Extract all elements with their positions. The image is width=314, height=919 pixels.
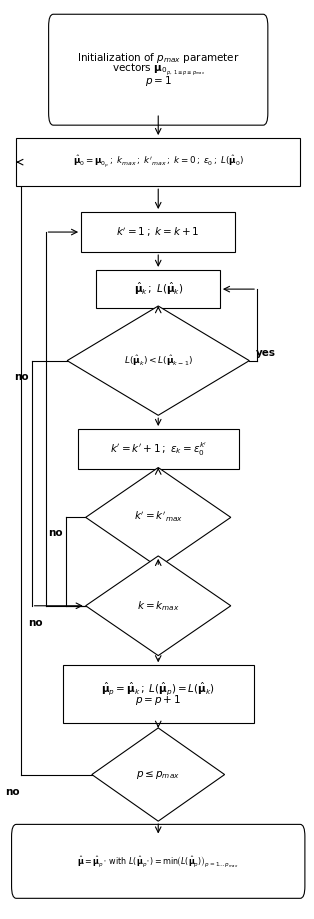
Text: $\hat{\mathbf{\mu}} = \hat{\mathbf{\mu}}_{p^*}$ with $L(\hat{\mathbf{\mu}}_{p^*}: $\hat{\mathbf{\mu}} = \hat{\mathbf{\mu}}… xyxy=(78,854,239,868)
Text: $k = k_{max}$: $k = k_{max}$ xyxy=(137,599,180,613)
Text: Initialization of $p_{max}$ parameter: Initialization of $p_{max}$ parameter xyxy=(77,51,240,65)
FancyBboxPatch shape xyxy=(16,138,300,187)
FancyBboxPatch shape xyxy=(49,15,268,125)
Text: vectors $\mathbf{\mu}_{0_{p,\;1\leq p\leq p_{max}}}$: vectors $\mathbf{\mu}_{0_{p,\;1\leq p\le… xyxy=(112,62,205,78)
Text: yes: yes xyxy=(256,347,275,357)
Text: $p=1$: $p=1$ xyxy=(145,74,172,88)
FancyBboxPatch shape xyxy=(62,665,254,723)
Text: $k'=1\,;\; k=k+1$: $k'=1\,;\; k=k+1$ xyxy=(116,225,200,239)
Text: $k' = k'_{max}$: $k' = k'_{max}$ xyxy=(134,510,183,525)
Text: $\hat{\mathbf{\mu}}_p = \hat{\mathbf{\mu}}_k\,;\; L(\hat{\mathbf{\mu}}_p) = L(\h: $\hat{\mathbf{\mu}}_p = \hat{\mathbf{\mu… xyxy=(101,680,215,697)
FancyBboxPatch shape xyxy=(96,270,220,309)
Text: no: no xyxy=(5,788,19,798)
Text: $\hat{\mathbf{\mu}}_k\,;\; L(\hat{\mathbf{\mu}}_k)$: $\hat{\mathbf{\mu}}_k\,;\; L(\hat{\mathb… xyxy=(133,281,183,297)
Text: no: no xyxy=(28,618,42,629)
Text: no: no xyxy=(48,528,62,539)
FancyBboxPatch shape xyxy=(78,429,239,469)
Polygon shape xyxy=(67,306,249,415)
Text: $p \leq p_{max}$: $p \leq p_{max}$ xyxy=(136,768,180,780)
Polygon shape xyxy=(92,728,225,822)
Polygon shape xyxy=(86,468,231,567)
FancyBboxPatch shape xyxy=(12,824,305,898)
Polygon shape xyxy=(86,556,231,655)
Text: $k'=k'+1\,;\; \varepsilon_k = \varepsilon_0^{k'}$: $k'=k'+1\,;\; \varepsilon_k = \varepsilo… xyxy=(110,440,207,458)
Text: no: no xyxy=(14,371,29,381)
FancyBboxPatch shape xyxy=(81,212,236,252)
Text: $p=p+1$: $p=p+1$ xyxy=(135,693,181,707)
Text: $\hat{\mathbf{\mu}}_0 = \mathbf{\mu}_{0_p}\,;\; k_{max}\,;\; k'_{max}\,;\; k=0\,: $\hat{\mathbf{\mu}}_0 = \mathbf{\mu}_{0_… xyxy=(73,154,244,170)
Text: $L(\hat{\mathbf{\mu}}_k) < L(\hat{\mathbf{\mu}}_{k-1})$: $L(\hat{\mathbf{\mu}}_k) < L(\hat{\mathb… xyxy=(124,353,193,368)
